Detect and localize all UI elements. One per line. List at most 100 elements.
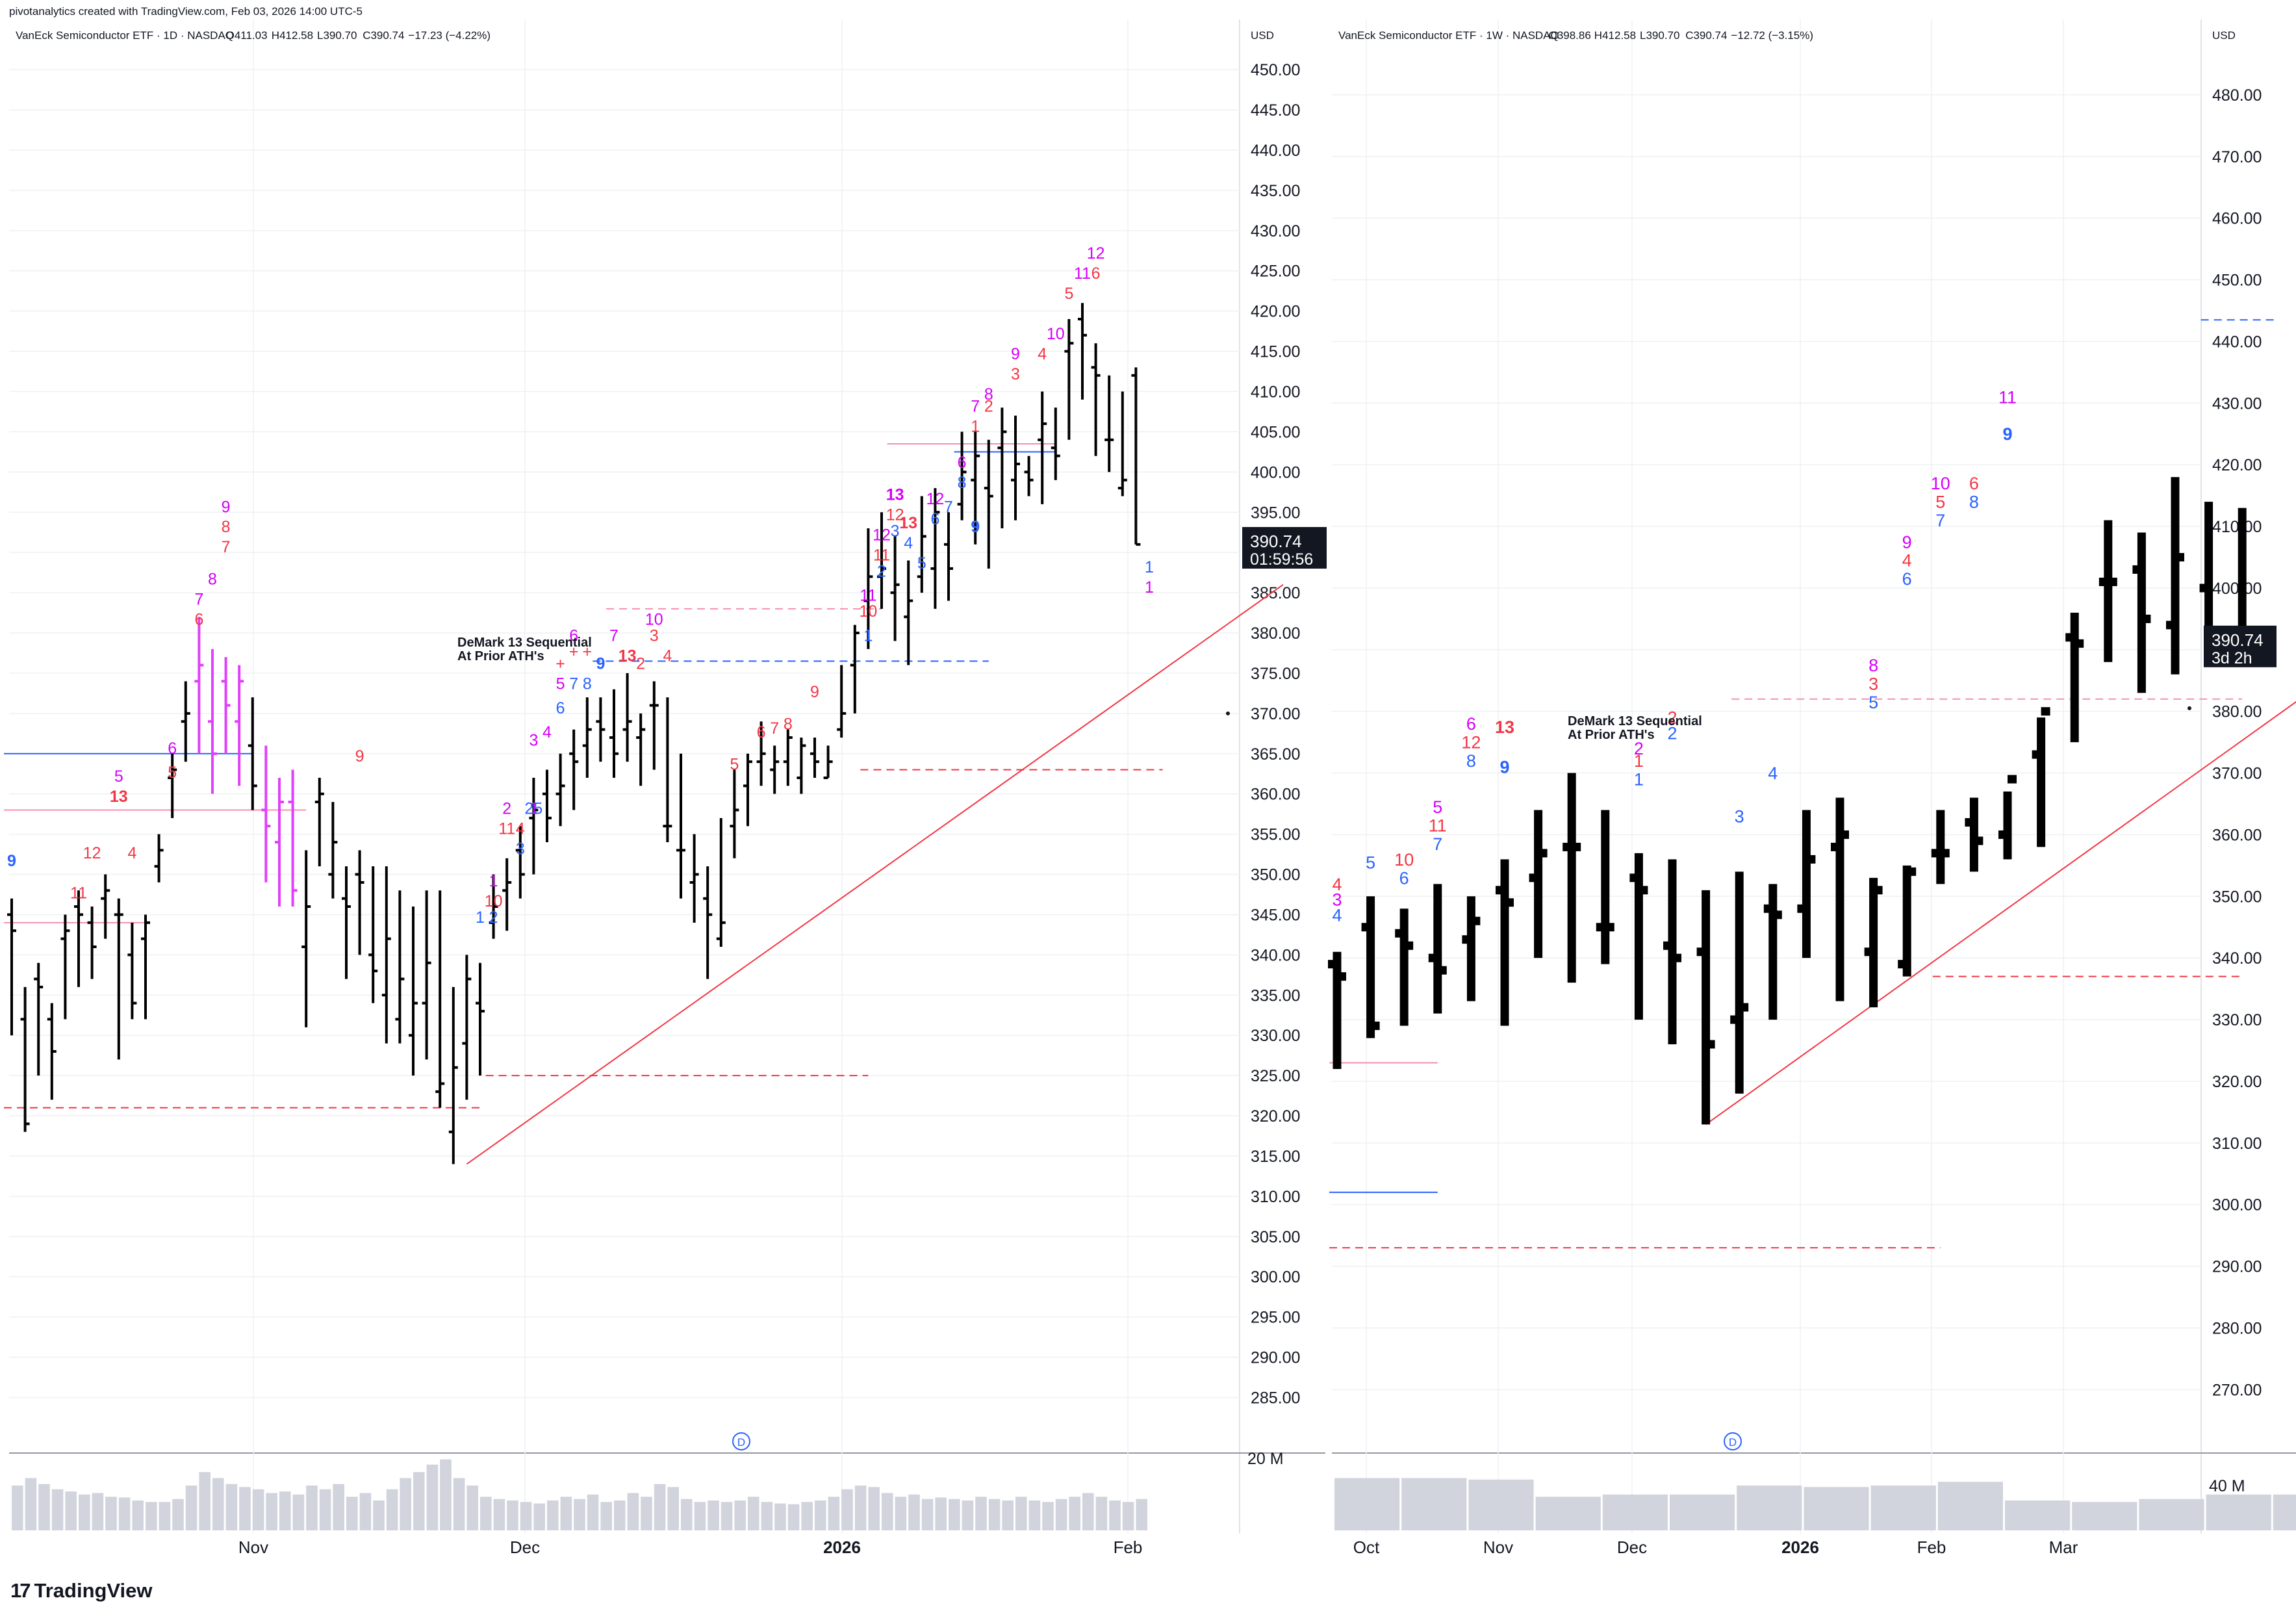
- y-tick-label: 415.00: [1251, 343, 1300, 361]
- trend-line: [466, 584, 1284, 1165]
- ohlc-bar: [1104, 375, 1114, 472]
- volume-bar: [600, 1502, 612, 1530]
- ohlc-bar: [810, 738, 819, 778]
- ohlc-bar: [1797, 810, 1816, 959]
- demark-count-label: 6: [958, 454, 967, 472]
- ohlc-bar: [448, 986, 458, 1165]
- symbol-title: VanEck Semiconductor ETF · 1D · NASDAQ: [16, 29, 234, 42]
- demark-count-label: 3: [529, 731, 538, 749]
- ohlc-bar: [797, 738, 806, 794]
- ohlc-bar: [877, 512, 886, 609]
- ohlc-bar: [703, 866, 713, 979]
- demark-count-label: 13: [619, 647, 637, 665]
- ohlc-bar: [649, 681, 659, 770]
- y-tick-label: 320.00: [1251, 1107, 1300, 1126]
- demark-count-label: 9: [971, 518, 980, 536]
- volume-bar: [493, 1499, 505, 1530]
- ohlc-bar: [1395, 908, 1414, 1026]
- y-tick-label: 340.00: [1251, 946, 1300, 964]
- ohlc-bar: [2098, 520, 2117, 662]
- volume-bar: [975, 1497, 987, 1530]
- ohlc-bar: [515, 826, 525, 899]
- volume-bar: [212, 1478, 224, 1530]
- y-tick-label: 430.00: [1251, 222, 1300, 240]
- ohlc-bar: [622, 673, 632, 762]
- ohlc-bar: [422, 890, 431, 1060]
- volume-bar: [146, 1502, 157, 1530]
- volume-bar: [1122, 1502, 1134, 1530]
- demark-count-label: 1: [1145, 558, 1154, 576]
- demark-count-label: 10: [645, 611, 663, 629]
- volume-bar: [466, 1486, 478, 1530]
- volume-bar: [988, 1499, 1001, 1530]
- volume-scale-label: 40 M: [2209, 1477, 2245, 1495]
- annotation-text: At Prior ATH's: [1568, 728, 1655, 742]
- ohlc-value: L390.70: [317, 29, 357, 42]
- ohlc-bar: [555, 753, 565, 827]
- demark-count-label: 1: [476, 908, 485, 927]
- demark-count-label: 3: [1735, 806, 1744, 826]
- y-tick-label: 300.00: [2212, 1196, 2262, 1215]
- ohlc-bar: [1663, 859, 1681, 1045]
- demark-count-label: 6: [194, 611, 203, 629]
- demark-count-label: 3: [1011, 365, 1020, 383]
- volume-bar: [440, 1459, 452, 1530]
- demark-count-label: 5: [917, 554, 926, 573]
- volume-bar: [172, 1499, 184, 1530]
- volume-bar: [199, 1472, 210, 1530]
- ohlc-bar: [74, 890, 83, 987]
- ohlc-bar: [743, 753, 752, 827]
- ohlc-bar: [395, 890, 405, 1044]
- volume-bar: [373, 1500, 385, 1530]
- volume-bar: [292, 1494, 305, 1530]
- ohlc-bar: [1428, 884, 1447, 1014]
- ohlc-bar: [60, 914, 70, 1020]
- y-tick-label: 290.00: [2212, 1258, 2262, 1276]
- tradingview-logo-icon: 17: [10, 1579, 31, 1602]
- y-tick-label: 280.00: [2212, 1319, 2262, 1337]
- demark-count-label: 6: [556, 699, 565, 717]
- volume-bar: [533, 1503, 545, 1530]
- ohlc-bar: [569, 729, 579, 810]
- y-tick-label: 325.00: [1251, 1067, 1300, 1085]
- volume-bar: [721, 1502, 733, 1530]
- volume-bar: [359, 1493, 372, 1530]
- tradingview-logo[interactable]: 17 TradingView: [10, 1579, 153, 1603]
- y-tick-label: 425.00: [1251, 263, 1300, 281]
- ohlc-bar: [489, 874, 498, 939]
- volume-bar: [654, 1484, 666, 1530]
- volume-bar: [79, 1494, 90, 1530]
- last-price-value: 390.74: [2212, 630, 2264, 650]
- demark-count-label: 5: [730, 756, 739, 774]
- volume-bar: [962, 1500, 974, 1530]
- ohlc-bar: [863, 528, 873, 649]
- volume-bar: [841, 1489, 853, 1530]
- y-tick-label: 365.00: [1251, 745, 1300, 764]
- bar-countdown: 01:59:56: [1250, 550, 1313, 569]
- volume-bar: [118, 1497, 131, 1530]
- demark-count-label: 8: [1466, 751, 1476, 771]
- demark-count-label: 1: [1634, 751, 1644, 771]
- demark-count-label: 9: [810, 683, 819, 701]
- ohlc-bar: [314, 777, 324, 867]
- ohlc-bar: [582, 697, 592, 778]
- y-tick-label: 435.00: [1251, 182, 1300, 200]
- demark-count-label: 11: [860, 586, 876, 604]
- ohlc-bar: [1965, 797, 1983, 872]
- volume-bar: [587, 1494, 599, 1530]
- y-tick-label: 400.00: [2212, 580, 2262, 598]
- y-tick-label: 460.00: [2212, 210, 2262, 228]
- y-tick-label: 315.00: [1251, 1148, 1300, 1166]
- demark-count-label: 3: [516, 840, 525, 858]
- ohlc-bar: [1328, 951, 1346, 1069]
- ohlc-bar: [1361, 896, 1380, 1038]
- volume-bar: [279, 1491, 291, 1530]
- ohlc-bar: [288, 769, 298, 907]
- ohlc-bar: [34, 962, 44, 1076]
- volume-bar: [627, 1493, 639, 1530]
- volume-bar: [801, 1502, 813, 1530]
- ohlc-value: H412.58: [272, 29, 313, 42]
- demark-count-label: 13: [886, 486, 904, 504]
- volume-bar: [2139, 1499, 2204, 1530]
- tradingview-logo-text: TradingView: [34, 1579, 153, 1602]
